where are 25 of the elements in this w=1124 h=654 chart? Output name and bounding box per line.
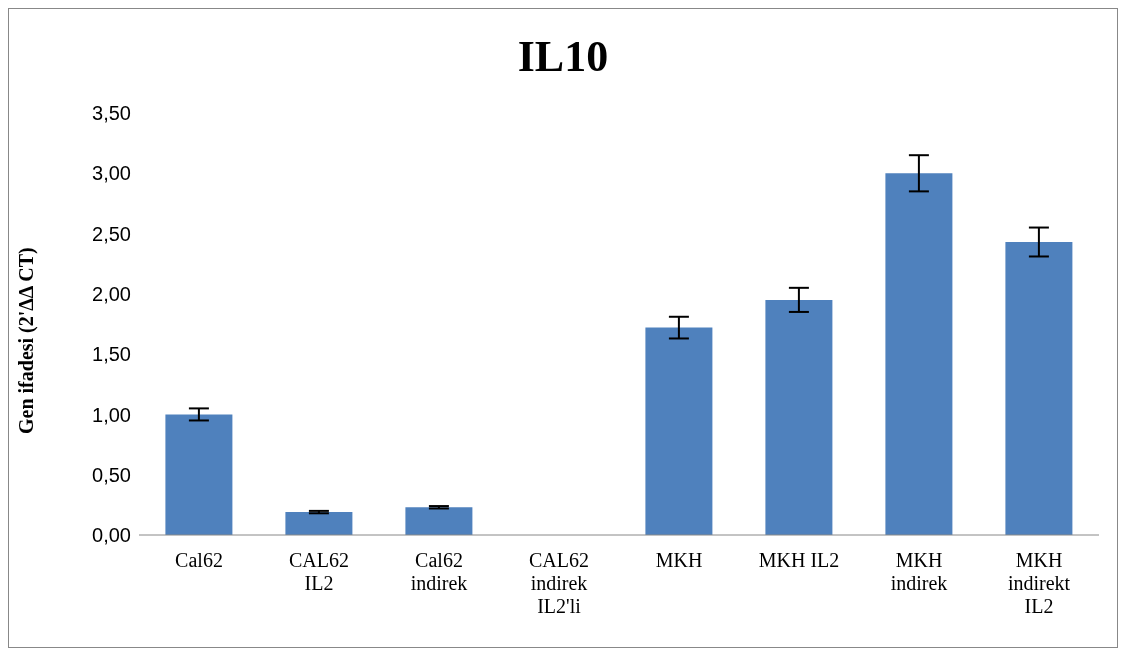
y-tick-label: 0,00 <box>92 524 131 547</box>
bar <box>285 512 353 535</box>
x-tick-label: Cal62 <box>175 549 223 571</box>
y-tick-label: 2,50 <box>92 222 131 245</box>
y-tick-label: 3,00 <box>92 162 131 185</box>
x-tick-label: CAL62 indirek IL2'li <box>529 549 589 617</box>
y-tick-label: 1,00 <box>92 403 131 426</box>
bar <box>165 414 233 535</box>
x-tick-label: Cal62 indirek <box>410 549 468 594</box>
y-tick-label: 3,50 <box>92 102 131 125</box>
x-tick-label: MKH IL2 <box>758 549 840 571</box>
bar <box>405 507 473 535</box>
x-tick-label: MKH indirekt IL2 <box>1007 549 1071 617</box>
chart-title: IL10 <box>516 31 610 82</box>
bar <box>1005 242 1073 535</box>
x-tick-label: CAL62 IL2 <box>289 549 349 594</box>
y-axis-title: Gen ifadesi (2'ΔΔ CT) <box>15 247 39 434</box>
x-tick-label: MKH <box>655 549 703 571</box>
bar <box>765 299 833 535</box>
x-tick-label: MKH indirek <box>890 549 948 594</box>
bar <box>645 327 713 535</box>
bar <box>885 173 953 535</box>
y-tick-label: 1,50 <box>92 343 131 366</box>
y-tick-label: 2,00 <box>92 282 131 305</box>
y-tick-label: 0,50 <box>92 463 131 486</box>
